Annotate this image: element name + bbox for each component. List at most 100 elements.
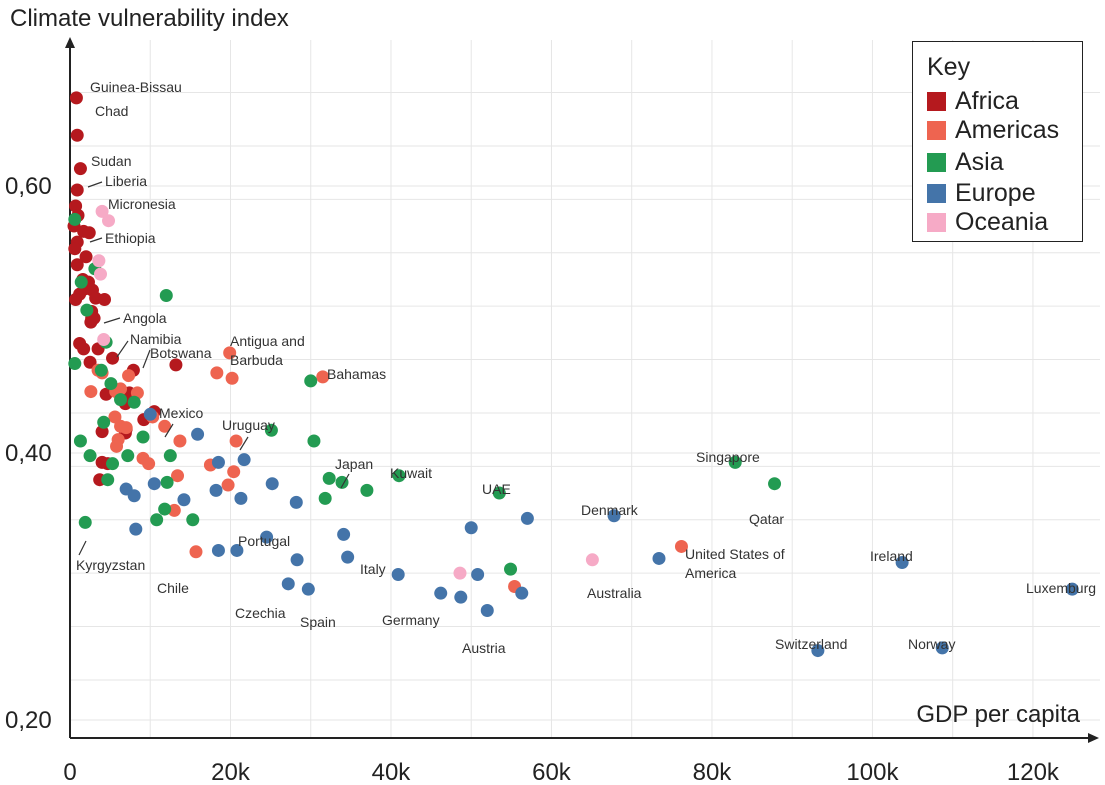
legend-item-americas: Americas	[927, 116, 1059, 144]
legend-swatch-africa	[927, 92, 946, 111]
point-asia	[150, 513, 163, 526]
annotation-portugal: Portugal	[238, 533, 290, 549]
point-asia	[75, 276, 88, 289]
point-europe	[337, 528, 350, 541]
point-asia	[160, 289, 173, 302]
point-africa-liberia	[71, 184, 84, 197]
annotation-united-states-of-america: America	[685, 565, 737, 581]
point-oceania	[102, 214, 115, 227]
point-americas	[120, 421, 133, 434]
point-americas	[142, 457, 155, 470]
annotation-czechia: Czechia	[235, 605, 286, 621]
point-americas	[173, 434, 186, 447]
legend-item-asia: Asia	[927, 148, 1004, 176]
legend-swatch-americas	[927, 121, 946, 140]
annotation-luxemburg: Luxemburg	[1026, 580, 1096, 596]
point-europe	[471, 568, 484, 581]
point-asia	[304, 374, 317, 387]
annotation-united-states-of-america: United States of	[685, 546, 785, 562]
point-asia	[101, 473, 114, 486]
annotation-italy: Italy	[360, 561, 386, 577]
annotation-bahamas: Bahamas	[327, 366, 386, 382]
point-americas	[222, 479, 235, 492]
point-africa-guinea-bissau	[70, 91, 83, 104]
point-europe	[515, 587, 528, 600]
annotation-botswana: Botswana	[150, 345, 212, 361]
point-africa	[83, 226, 96, 239]
point-asia	[106, 457, 119, 470]
x-tick-label: 20k	[211, 759, 251, 785]
annotation-leader-botswana	[143, 350, 150, 368]
annotation-chile: Chile	[157, 580, 189, 596]
point-asia	[68, 357, 81, 370]
annotation-germany: Germany	[382, 612, 440, 628]
point-oceania	[94, 268, 107, 281]
point-asia	[114, 393, 127, 406]
point-africa-sudan	[74, 162, 87, 175]
point-americas	[210, 366, 223, 379]
annotation-qatar: Qatar	[749, 511, 784, 527]
annotation-australia: Australia	[587, 585, 642, 601]
x-tick-label: 100k	[846, 759, 899, 785]
legend-label-europe: Europe	[955, 179, 1036, 208]
annotation-uae: UAE	[482, 481, 511, 497]
legend-label-americas: Americas	[955, 116, 1059, 145]
annotation-leader-angola	[104, 318, 120, 323]
legend-title: Key	[927, 53, 970, 82]
point-asia	[104, 377, 117, 390]
annotation-kuwait: Kuwait	[390, 465, 432, 481]
point-asia	[158, 503, 171, 516]
annotation-singapore: Singapore	[696, 449, 760, 465]
legend-label-oceania: Oceania	[955, 208, 1048, 237]
point-europe	[191, 428, 204, 441]
annotation-liberia: Liberia	[105, 173, 147, 189]
point-asia	[504, 563, 517, 576]
point-europe	[148, 477, 161, 490]
point-europe	[434, 587, 447, 600]
point-asia	[121, 449, 134, 462]
annotation-japan: Japan	[335, 456, 373, 472]
annotation-chad: Chad	[95, 103, 128, 119]
point-americas	[122, 369, 135, 382]
point-americas-chile	[189, 545, 202, 558]
point-europe-austria	[481, 604, 494, 617]
point-europe-germany	[392, 568, 405, 581]
point-asia	[74, 434, 87, 447]
x-tick-label: 120k	[1007, 759, 1060, 785]
point-asia	[137, 430, 150, 443]
annotation-denmark: Denmark	[581, 502, 639, 518]
point-asia-kyrgyzstan	[79, 516, 92, 529]
legend-label-asia: Asia	[955, 148, 1004, 177]
point-europe	[465, 521, 478, 534]
legend-item-oceania: Oceania	[927, 208, 1048, 236]
point-africa	[69, 293, 82, 306]
x-axis-arrow	[1088, 733, 1099, 743]
point-asia	[319, 492, 332, 505]
x-tick-label: 40k	[372, 759, 412, 785]
point-europe	[212, 544, 225, 557]
point-africa	[106, 352, 119, 365]
annotation-leader-namibia	[117, 341, 128, 357]
point-europe	[129, 523, 142, 536]
y-axis-arrow	[65, 37, 75, 48]
point-europe-spain	[302, 583, 315, 596]
annotation-switzerland: Switzerland	[775, 636, 847, 652]
annotation-guinea-bissau: Guinea-Bissau	[90, 79, 182, 95]
point-asia	[323, 472, 336, 485]
annotation-kyrgyzstan: Kyrgyzstan	[76, 557, 145, 573]
annotation-ethiopia: Ethiopia	[105, 230, 156, 246]
point-africa	[98, 293, 111, 306]
annotation-spain: Spain	[300, 614, 336, 630]
point-europe	[177, 493, 190, 506]
annotation-leader-kyrgyzstan	[79, 541, 86, 555]
point-asia	[95, 364, 108, 377]
x-axis-title: GDP per capita	[916, 701, 1080, 728]
point-europe-italy	[341, 551, 354, 564]
point-africa-chad	[71, 129, 84, 142]
annotation-sudan: Sudan	[91, 153, 131, 169]
point-asia	[164, 449, 177, 462]
point-europe	[238, 453, 251, 466]
y-axis-title: Climate vulnerability index	[10, 5, 289, 32]
annotation-uruguay: Uruguay	[222, 417, 275, 433]
point-americas-uruguay	[230, 434, 243, 447]
